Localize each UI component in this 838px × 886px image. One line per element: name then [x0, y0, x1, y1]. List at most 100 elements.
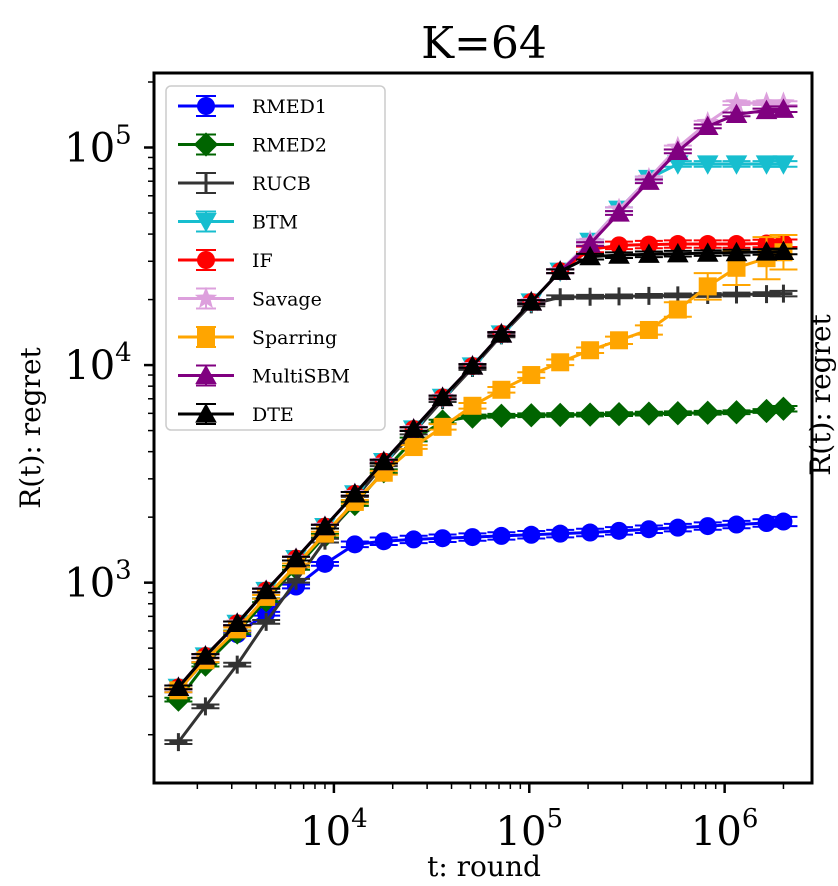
legend-box	[165, 85, 386, 431]
y-tick-label: 103	[64, 556, 131, 607]
chart-title: K=64	[421, 18, 547, 69]
legend-marker	[193, 132, 219, 157]
data-point	[404, 530, 423, 549]
data-point	[668, 300, 687, 319]
legend-label: Savage	[252, 289, 322, 311]
data-point	[608, 244, 630, 264]
data-point	[285, 547, 307, 568]
x-tick-label: 104	[300, 804, 367, 855]
data-point	[774, 284, 793, 303]
data-point	[194, 645, 217, 665]
data-point	[667, 155, 689, 175]
data-point	[551, 524, 570, 543]
y-tick-label: 104	[64, 338, 131, 389]
legend-label: RMED2	[252, 135, 327, 157]
data-point	[522, 366, 541, 385]
x-axis-label: t: round	[427, 850, 541, 883]
series-line-sparring	[177, 250, 784, 692]
data-point	[492, 380, 511, 399]
legend-marker	[195, 212, 217, 233]
data-point	[255, 579, 277, 600]
data-point	[520, 291, 543, 311]
data-point	[727, 258, 746, 277]
legend-label: RUCB	[252, 173, 311, 195]
legend-item-rmed2: RMED2	[178, 132, 327, 157]
data-point	[345, 535, 364, 554]
data-point	[492, 526, 511, 545]
data-point	[314, 515, 336, 536]
data-point	[725, 103, 748, 124]
data-point	[695, 400, 720, 425]
data-point	[461, 355, 484, 375]
legend-label: IF	[252, 250, 273, 272]
data-point	[727, 285, 746, 304]
data-point	[581, 287, 600, 306]
data-point	[344, 483, 366, 503]
data-point	[774, 512, 793, 531]
data-point	[548, 402, 573, 428]
data-point	[577, 402, 603, 427]
legend-marker	[197, 174, 215, 192]
data-point	[725, 155, 748, 175]
data-point	[433, 417, 452, 436]
data-point	[638, 243, 660, 263]
data-point	[433, 529, 452, 548]
series-dte	[164, 240, 798, 697]
data-point	[490, 323, 513, 343]
data-point	[771, 396, 796, 421]
data-point	[463, 528, 482, 547]
data-point	[665, 401, 690, 426]
data-point	[755, 99, 778, 120]
x-tick-label: 106	[691, 804, 758, 855]
data-point	[287, 571, 306, 590]
legend-label: RMED1	[252, 96, 327, 118]
legend-item-multisbm: MultiSBM	[178, 364, 350, 388]
data-point	[169, 733, 188, 752]
data-point	[668, 518, 687, 537]
legend-item-sparring: Sparring	[178, 326, 337, 349]
data-point	[374, 532, 393, 551]
series-line-dte	[177, 249, 784, 689]
legend-marker	[197, 97, 215, 115]
data-point	[196, 697, 215, 716]
data-point	[755, 241, 778, 261]
data-point	[696, 242, 719, 262]
data-point	[167, 676, 190, 697]
data-point	[489, 403, 514, 428]
data-point	[226, 612, 249, 632]
data-point	[402, 418, 425, 438]
data-point	[772, 240, 795, 261]
x-axis: 104 105 106	[196, 783, 785, 855]
data-point	[757, 514, 776, 533]
data-point	[579, 245, 601, 266]
data-point	[608, 202, 630, 222]
data-point	[519, 403, 544, 428]
data-point	[639, 320, 658, 339]
data-point	[549, 260, 572, 280]
legend-marker	[195, 364, 217, 385]
data-point	[698, 277, 717, 296]
legend-item-savage: Savage	[178, 286, 322, 311]
series-layer	[164, 91, 798, 752]
data-point	[757, 285, 776, 304]
data-point	[725, 241, 748, 262]
legend-marker	[195, 403, 217, 423]
series-rmed2	[164, 396, 798, 712]
legend-item-rucb: RUCB	[178, 172, 311, 195]
data-point	[754, 398, 779, 424]
data-point	[638, 170, 660, 190]
legend-marker	[194, 286, 218, 308]
legend-marker	[197, 328, 215, 346]
data-point	[639, 286, 658, 305]
data-point	[610, 521, 629, 540]
data-point	[698, 517, 717, 536]
data-point	[696, 115, 719, 136]
data-point	[639, 520, 658, 539]
y-axis: 103 104 105	[64, 81, 154, 736]
legend-label: MultiSBM	[252, 366, 350, 388]
legend-label: BTM	[252, 212, 298, 234]
data-point	[606, 401, 632, 427]
data-point	[431, 386, 454, 407]
data-point	[725, 91, 748, 113]
